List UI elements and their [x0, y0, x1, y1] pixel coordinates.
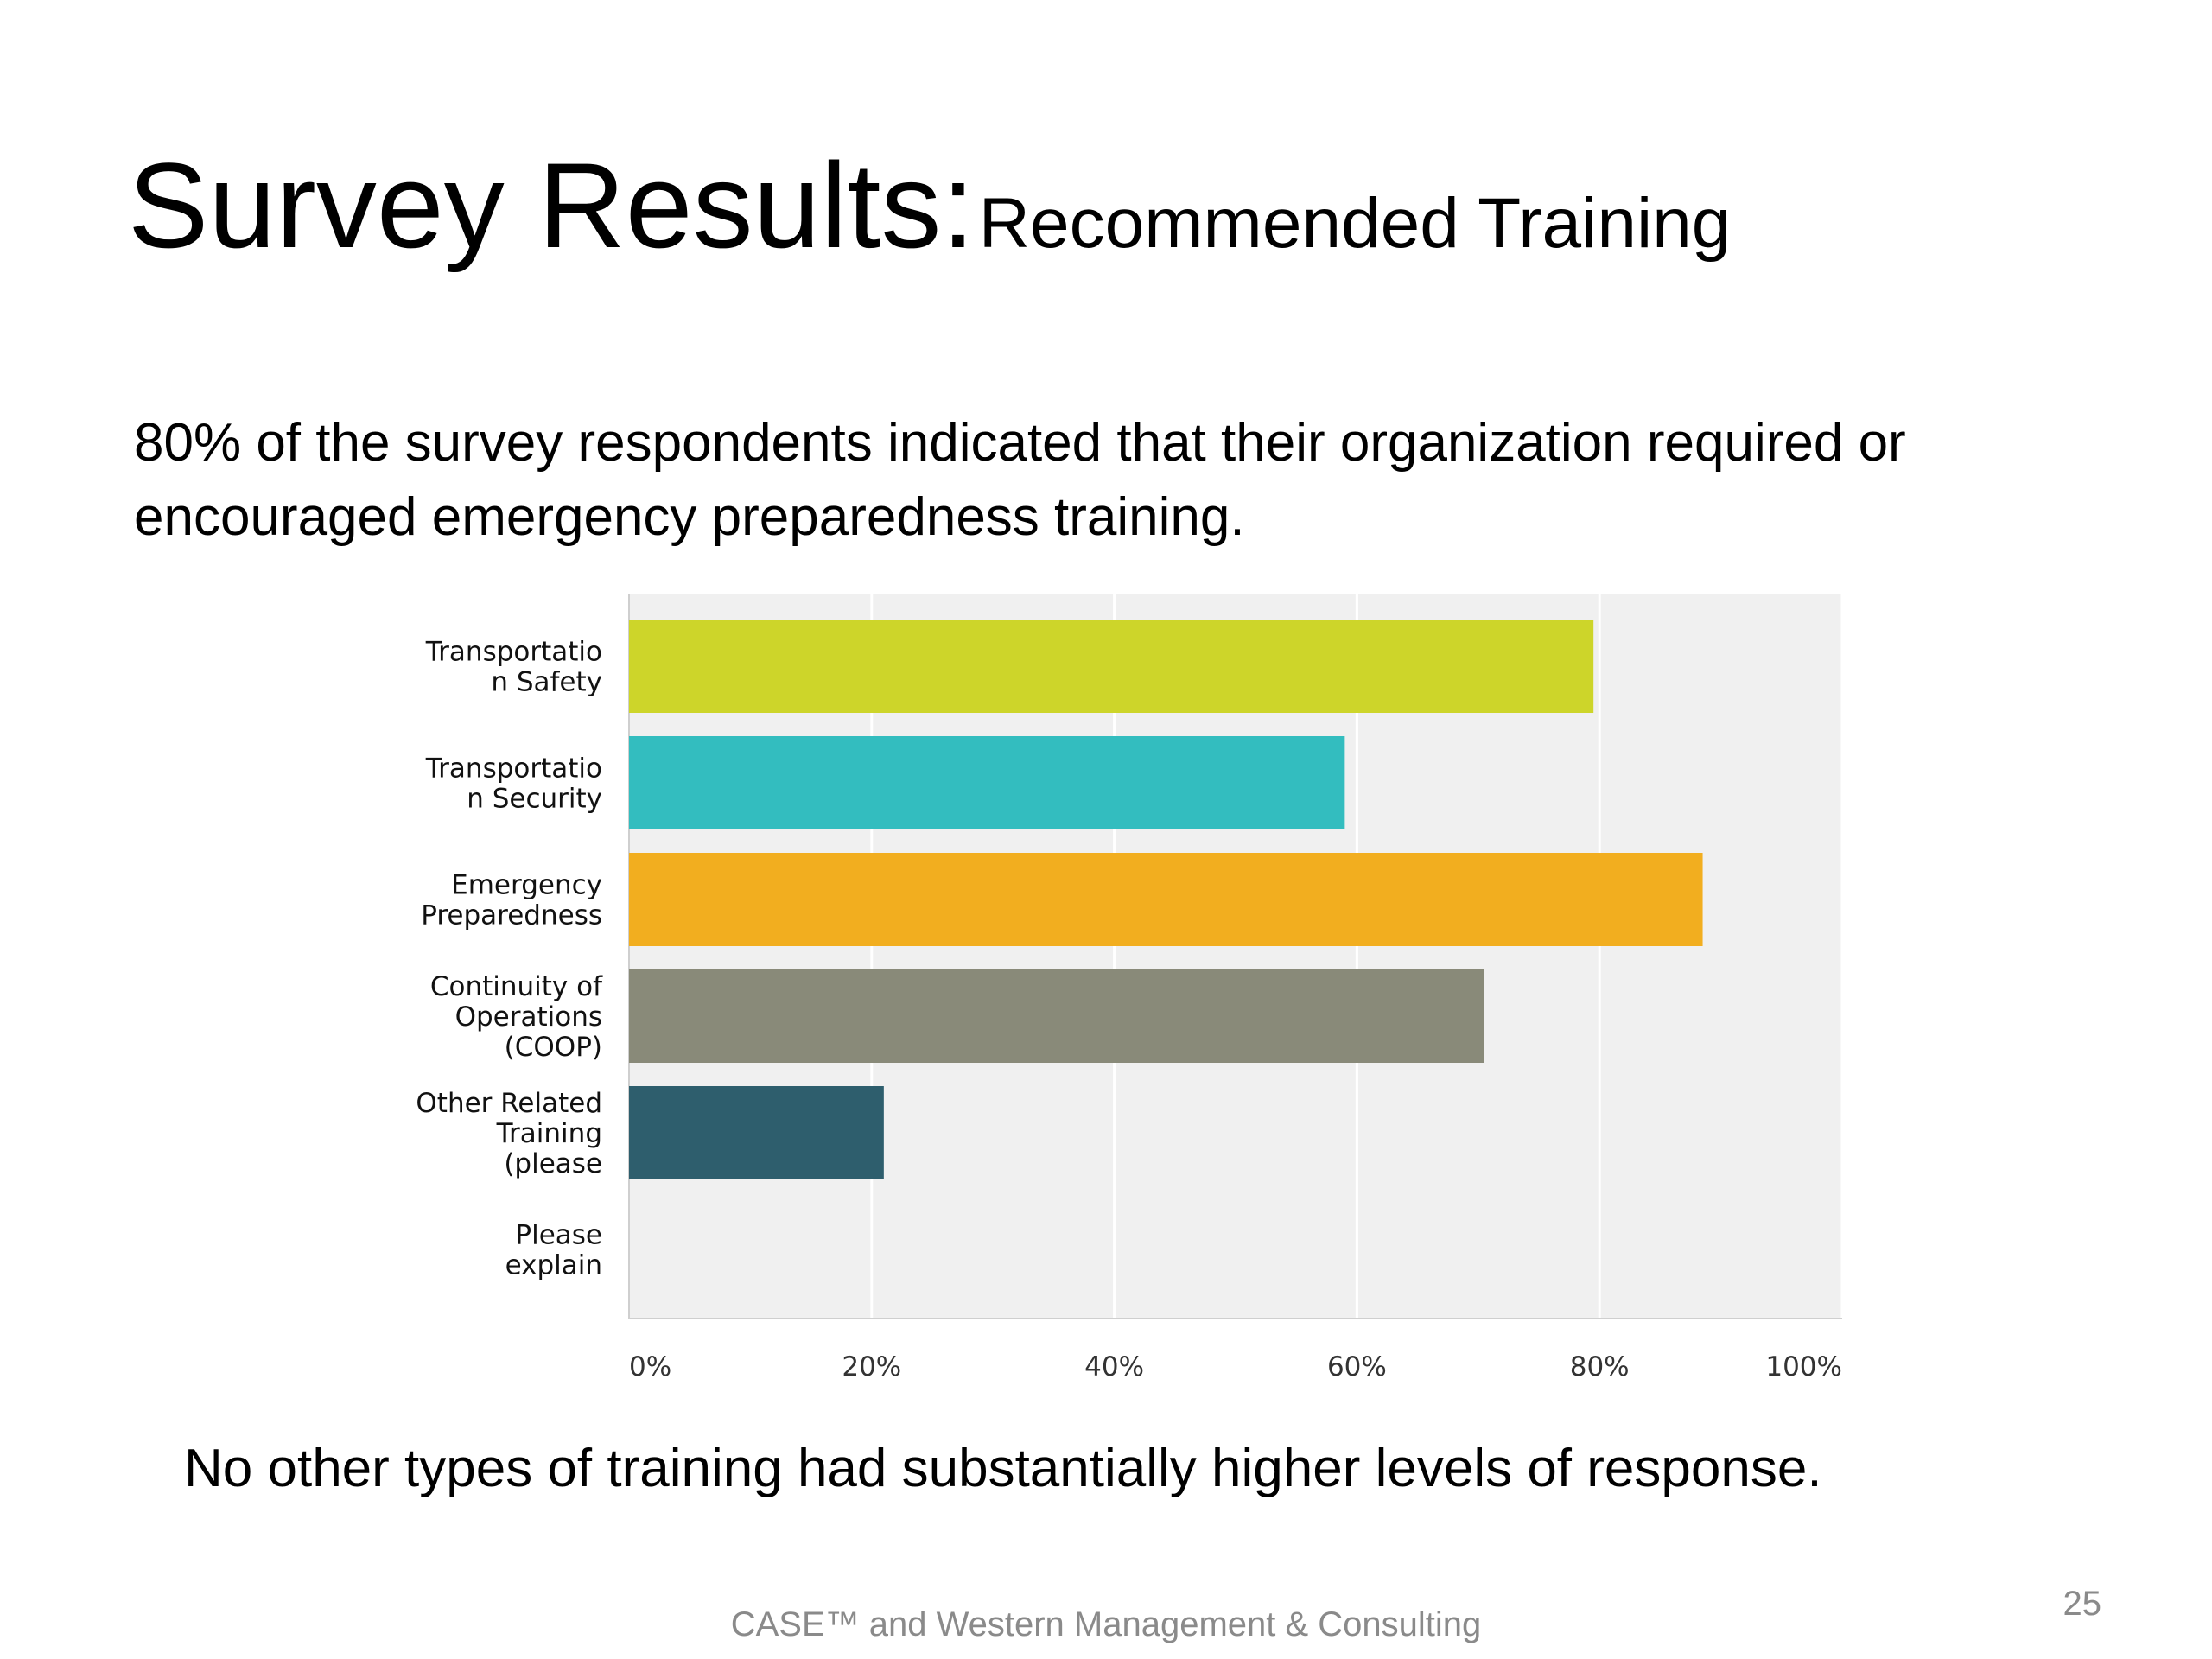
x-tick-label: 40%: [1084, 1351, 1144, 1382]
bar: [629, 853, 1703, 946]
category-label: Transportatio: [425, 637, 602, 668]
page-number: 25: [2063, 1585, 2102, 1623]
category-label: Transportatio: [425, 753, 602, 785]
category-label: Training: [496, 1118, 602, 1149]
x-tick-label: 0%: [629, 1351, 671, 1382]
category-label: Preparedness: [421, 900, 602, 931]
takeaway-text: No other types of training had substanti…: [184, 1439, 1822, 1498]
category-label: n Safety: [491, 667, 602, 698]
title-sub: Recommended Training: [978, 184, 1732, 263]
bar: [629, 620, 1594, 713]
category-label: n Security: [467, 784, 602, 815]
x-tick-label: 60%: [1327, 1351, 1387, 1382]
category-label: Operations: [455, 1001, 602, 1033]
category-label: Continuity of: [430, 971, 603, 1002]
category-label: Other Related: [416, 1088, 602, 1119]
category-label: Please: [515, 1220, 602, 1251]
bar: [629, 969, 1484, 1063]
category-label: Emergency: [451, 870, 602, 901]
x-tick-label: 80%: [1570, 1351, 1630, 1382]
category-label: (please: [504, 1148, 602, 1179]
x-tick-label: 20%: [842, 1351, 901, 1382]
bar: [629, 1086, 884, 1179]
intro-text: 80% of the survey respondents indicated …: [134, 413, 1906, 547]
slide-title: Survey Results: Recommended Training: [128, 145, 1731, 266]
bar: [629, 736, 1345, 830]
x-tick-label: 100%: [1765, 1351, 1842, 1382]
category-label: explain: [505, 1250, 602, 1281]
footer-credit: CASE™ and Western Management & Consultin…: [730, 1605, 1482, 1643]
title-main: Survey Results:: [128, 137, 976, 273]
category-label: (COOP): [505, 1032, 602, 1063]
plot-area: [629, 594, 1842, 1319]
